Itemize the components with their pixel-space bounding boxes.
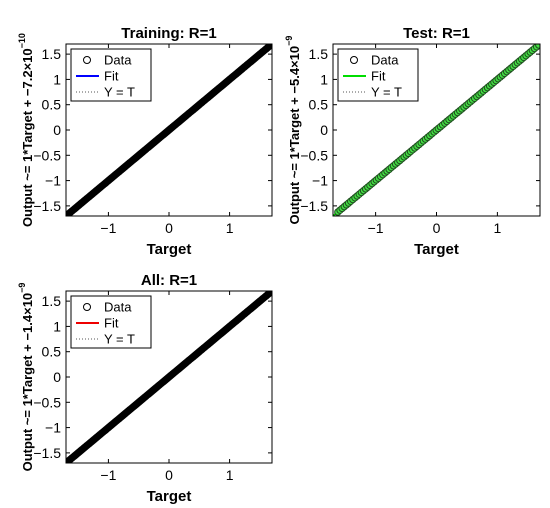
y-axis-label-text: Output ~= 1*Target + −1.4×10 [20,293,35,472]
legend-label: Fit [104,69,119,84]
chart-panel-1: Training: R=1 Target Output ~= 1*Target + … [17,25,273,258]
legend-label: Data [104,53,132,68]
y-tick-label: 0 [53,122,61,138]
y-tick-label: 1 [53,71,61,87]
y-tick-label: 0 [53,369,61,385]
y-axis-label: Output ~= 1*Target + −1.4×10−9 [17,283,35,472]
plot-marks [66,291,272,463]
x-tick-label: −1 [100,467,116,483]
x-axis-label: Target [414,241,459,258]
chart-title: Test: R=1 [403,25,470,42]
axes-frame [65,290,273,464]
x-tick-label: −1 [100,220,116,236]
axes-frame [332,43,541,217]
x-axis-label: Target [147,241,192,258]
chart-title: All: R=1 [141,272,197,289]
x-tick-label: 1 [493,220,501,236]
legend-label: Y = T [104,85,135,100]
y-tick-label: −1 [45,173,61,189]
y-tick-label: −1.5 [300,198,328,214]
x-tick-label: 1 [226,467,234,483]
y-axis-label-exponent: −9 [17,283,27,293]
y-tick-label: 0.5 [42,344,62,360]
chart-title: Training: R=1 [121,25,216,42]
y-tick-label: −0.5 [33,394,61,410]
x-tick-label: −1 [368,220,384,236]
y-axis-label-text: Output ~= 1*Target + −7.2×10 [20,48,35,227]
legend-data-marker [83,303,91,311]
plot-marks [333,44,540,216]
legend-label: Data [104,300,132,315]
legend-label: Data [371,53,399,68]
y-axis-label-exponent: −10 [17,33,27,48]
y-axis-label-exponent: −9 [284,36,294,46]
y-tick-label: 1.5 [42,293,62,309]
y-tick-label: 1 [53,318,61,334]
y-tick-label: 1.5 [42,46,62,62]
y-tick-label: −1.5 [33,198,61,214]
y-axis-label: Output ~= 1*Target + −5.4×10−9 [284,36,302,225]
chart-panel-3: All: R=1 Target Output ~= 1*Target + −1.4×… [17,272,273,505]
x-tick-label: 1 [226,220,234,236]
data-point [535,44,540,49]
y-tick-label: −0.5 [33,147,61,163]
x-axis-label: Target [147,488,192,505]
y-tick-label: 0 [320,122,328,138]
y-tick-label: −1 [312,173,328,189]
legend-label: Y = T [371,85,402,100]
x-tick-label: 0 [433,220,441,236]
y-tick-label: −1.5 [33,445,61,461]
legend-label: Fit [104,316,119,331]
legend-label: Fit [371,69,386,84]
y-tick-label: 1 [320,71,328,87]
plot-marks [66,44,272,216]
y-tick-label: −0.5 [300,147,328,163]
x-tick-label: 0 [165,220,173,236]
legend-data-marker [83,56,91,64]
y-tick-label: −1 [45,420,61,436]
legend-label: Y = T [104,332,135,347]
axes-frame [65,43,273,217]
legend-data-marker [350,56,358,64]
y-tick-label: 0.5 [42,97,62,113]
y-axis-label: Output ~= 1*Target + −7.2×10−10 [17,33,35,227]
y-axis-label-text: Output ~= 1*Target + −5.4×10 [287,46,302,225]
chart-panel-2: Test: R=1 Target Output ~= 1*Target + −5.4… [284,25,541,258]
y-tick-label: 1.5 [309,46,329,62]
y-tick-label: 0.5 [309,97,329,113]
x-tick-label: 0 [165,467,173,483]
